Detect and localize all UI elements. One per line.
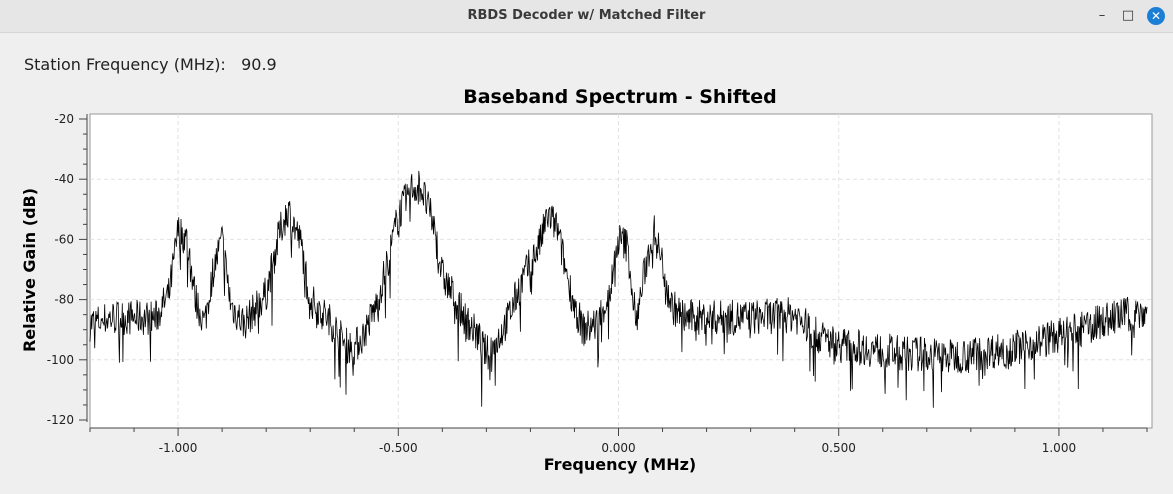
x-tick-label: 0.500 — [822, 441, 856, 455]
title-bar: RBDS Decoder w/ Matched Filter – □ ✕ — [0, 0, 1173, 33]
station-frequency-value: 90.9 — [241, 55, 277, 74]
spectrum-chart: -20 -40 -60 -80 -100 -120 -1.000 -0.500 0.000 0.… — [20, 86, 1153, 474]
plot-area — [89, 113, 1153, 429]
close-icon[interactable]: ✕ — [1147, 7, 1165, 25]
y-axis-label: Relative Gain (dB) — [20, 188, 39, 352]
y-tick-label: -100 — [47, 353, 74, 367]
y-axis: -20 -40 -60 -80 -100 -120 — [47, 112, 88, 427]
station-frequency: Station Frequency (MHz): 90.9 — [24, 55, 277, 74]
series-lines — [89, 170, 1148, 408]
window-title: RBDS Decoder w/ Matched Filter — [467, 8, 706, 23]
maximize-icon[interactable]: □ — [1121, 8, 1135, 23]
x-tick-label: 1.000 — [1042, 441, 1076, 455]
x-tick-label: -1.000 — [159, 441, 198, 455]
series-line — [89, 170, 1148, 408]
x-tick-label: 0.000 — [601, 441, 635, 455]
minimize-icon[interactable]: – — [1098, 8, 1106, 23]
y-tick-label: -40 — [54, 172, 74, 186]
y-tick-label: -20 — [54, 112, 74, 126]
x-tick-label: -0.500 — [379, 441, 418, 455]
x-axis: -1.000 -0.500 0.000 0.500 1.000 — [89, 427, 1148, 455]
grid — [90, 114, 1152, 428]
y-tick-label: -60 — [54, 232, 74, 246]
x-axis-label: Frequency (MHz) — [544, 455, 696, 474]
station-frequency-label: Station Frequency (MHz): — [24, 55, 226, 74]
chart-title: Baseband Spectrum - Shifted — [463, 86, 777, 108]
y-tick-label: -80 — [54, 293, 74, 307]
y-tick-label: -120 — [47, 413, 74, 427]
